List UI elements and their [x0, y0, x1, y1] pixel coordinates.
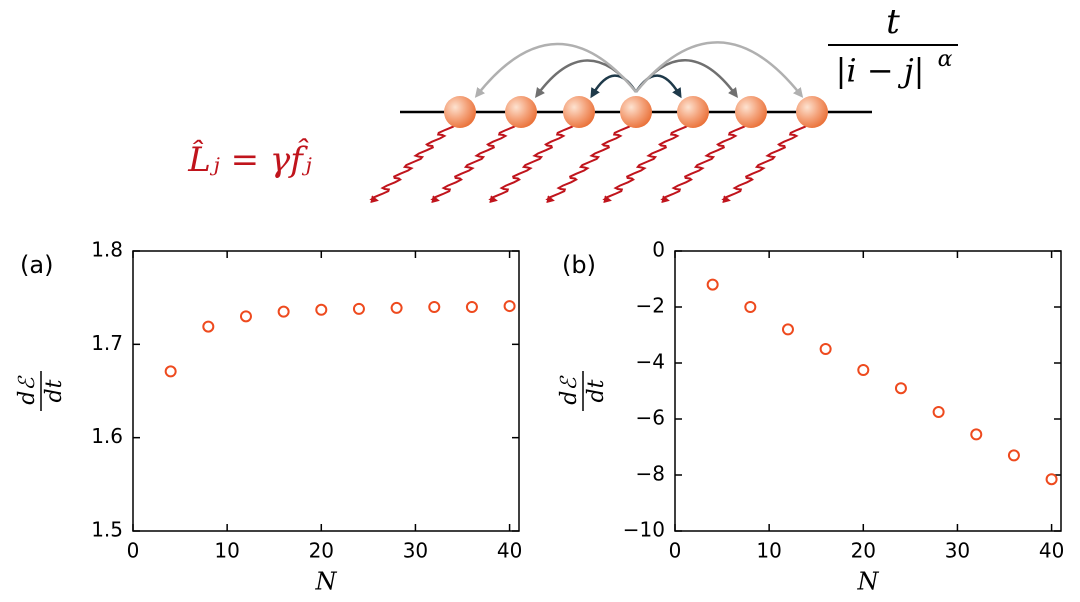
data-point	[1007, 449, 1020, 462]
x-tick-label: 0	[127, 539, 140, 563]
data-point	[1045, 473, 1058, 486]
site	[444, 96, 476, 128]
hopping-numerator: t	[886, 2, 900, 42]
x-tick-label: 20	[309, 539, 334, 563]
data-point	[857, 364, 870, 376]
data-point	[390, 301, 403, 314]
y-tick-label: −8	[636, 462, 665, 486]
y-label-denominator: dt	[584, 379, 609, 402]
site	[563, 96, 595, 128]
data-point	[239, 310, 252, 323]
y-label-denominator: dt	[42, 379, 67, 402]
axes-frame	[132, 250, 520, 532]
data-point	[706, 278, 719, 291]
hopping-arc	[474, 42, 637, 98]
y-label-numerator: dℰ	[15, 375, 40, 405]
hopping-denominator: |i − j|	[836, 52, 925, 90]
x-tick-label: 0	[669, 539, 682, 563]
data-point	[315, 303, 328, 316]
data-point	[164, 365, 177, 378]
y-tick-label: 0	[652, 238, 665, 262]
hopping-exponent: α	[938, 47, 953, 72]
dissipation-wave	[660, 123, 749, 204]
site	[505, 96, 537, 128]
data-point	[428, 301, 441, 313]
x-tick-label: 10	[214, 539, 239, 563]
x-tick-label: 30	[403, 539, 428, 563]
y-tick-label: −2	[636, 294, 665, 318]
y-tick-label: 1.8	[91, 238, 123, 262]
x-tick-label: 20	[851, 539, 876, 563]
hopping-arc	[635, 41, 804, 98]
dissipation-wave	[488, 123, 577, 204]
dissipation-wave	[545, 123, 634, 204]
x-tick-label: 30	[945, 539, 970, 563]
y-tick-label: −6	[636, 406, 665, 430]
y-tick-label: 1.6	[91, 424, 123, 448]
axes-frame	[674, 250, 1062, 532]
dissipation-wave	[602, 123, 691, 204]
jump-operator: L̂ⱼ = γf̂ⱼ	[187, 138, 312, 180]
panel-label: (a)	[20, 251, 53, 279]
dissipation-wave	[721, 123, 810, 204]
y-tick-label: 1.5	[91, 518, 123, 542]
data-point	[277, 305, 290, 318]
data-point	[744, 301, 757, 313]
data-point	[352, 302, 365, 315]
x-tick-label: 40	[1039, 539, 1064, 563]
data-point	[465, 301, 478, 313]
panel-label: (b)	[562, 251, 596, 279]
y-axis-label: dℰ dt	[557, 371, 609, 411]
y-tick-label: −10	[623, 518, 665, 542]
data-point	[503, 300, 516, 313]
data-point	[781, 323, 794, 336]
x-tick-label: 40	[497, 539, 522, 563]
data-point	[819, 343, 832, 355]
y-tick-label: 1.7	[91, 331, 123, 355]
dissipation-wave	[430, 123, 519, 204]
y-axis-label: dℰ dt	[15, 371, 67, 411]
x-axis-label: N	[315, 568, 338, 596]
site	[620, 96, 652, 128]
x-axis-label: N	[857, 568, 880, 596]
data-point	[932, 406, 945, 418]
site	[677, 96, 709, 128]
data-point	[202, 320, 215, 333]
x-tick-label: 10	[756, 539, 781, 563]
data-point	[894, 382, 907, 395]
y-tick-label: −4	[636, 350, 665, 374]
site	[735, 96, 767, 128]
dissipation-wave	[369, 123, 458, 204]
site	[796, 96, 828, 128]
data-point	[970, 428, 983, 441]
y-label-numerator: dℰ	[557, 375, 582, 405]
schematic	[369, 41, 872, 204]
